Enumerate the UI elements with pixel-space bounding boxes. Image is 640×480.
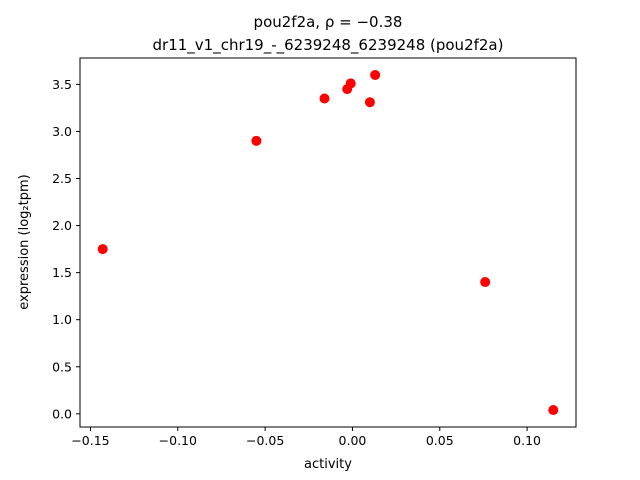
chart-subtitle: dr11_v1_chr19_-_6239248_6239248 (pou2f2a… xyxy=(153,36,504,55)
x-tick-label: 0.05 xyxy=(426,433,454,448)
y-tick-label: 3.0 xyxy=(52,124,72,139)
x-axis-label: activity xyxy=(304,457,352,472)
data-point xyxy=(370,69,381,80)
x-tick-label: −0.15 xyxy=(71,433,109,448)
y-tick-label: 1.5 xyxy=(52,265,72,280)
y-tick-label: 3.5 xyxy=(52,77,72,92)
y-tick-label: 0.0 xyxy=(52,406,72,421)
y-tick-label: 0.5 xyxy=(52,359,72,374)
data-point xyxy=(548,405,559,416)
data-point xyxy=(97,244,108,255)
x-tick-label: 0.00 xyxy=(339,433,367,448)
x-tick-label: −0.05 xyxy=(246,433,284,448)
data-point xyxy=(480,277,491,288)
data-point xyxy=(319,93,330,104)
y-tick-label: 1.0 xyxy=(52,312,72,327)
data-point xyxy=(251,135,262,146)
chart-title: pou2f2a, ρ = −0.38 xyxy=(254,13,403,31)
axes-spines xyxy=(79,57,577,428)
x-tick-label: 0.10 xyxy=(513,433,541,448)
y-axis-label: expression (log₂tpm) xyxy=(17,174,32,309)
x-tick-label: −0.10 xyxy=(159,433,197,448)
y-tick-label: 2.0 xyxy=(52,218,72,233)
y-tick-label: 2.5 xyxy=(52,171,72,186)
data-point xyxy=(364,97,375,108)
data-point xyxy=(345,78,356,89)
plot-area: −0.15 −0.10 −0.05 0.00 0.05 0.10 0.0 0.5 1.0 1.5 2… xyxy=(52,57,577,448)
